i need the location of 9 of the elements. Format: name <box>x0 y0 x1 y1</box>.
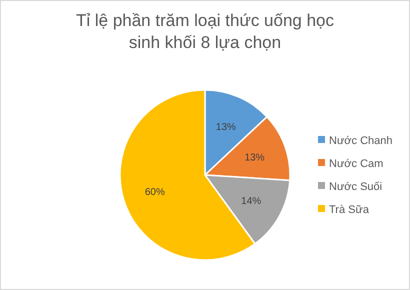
legend-label: Nước Chanh <box>329 134 392 147</box>
data-label: 14% <box>241 196 262 207</box>
legend-label: Nước Cam <box>329 158 384 170</box>
data-label: 60% <box>144 186 165 198</box>
legend-label: Nước Suối <box>329 180 382 193</box>
chart-title: Tỉ lệ phần trăm loại thức uống học sinh khối 8 lựa chọn <box>76 11 335 52</box>
data-label: 13% <box>244 152 265 164</box>
legend-label: Trà Sữa <box>329 204 370 216</box>
data-label: 13% <box>216 122 236 134</box>
